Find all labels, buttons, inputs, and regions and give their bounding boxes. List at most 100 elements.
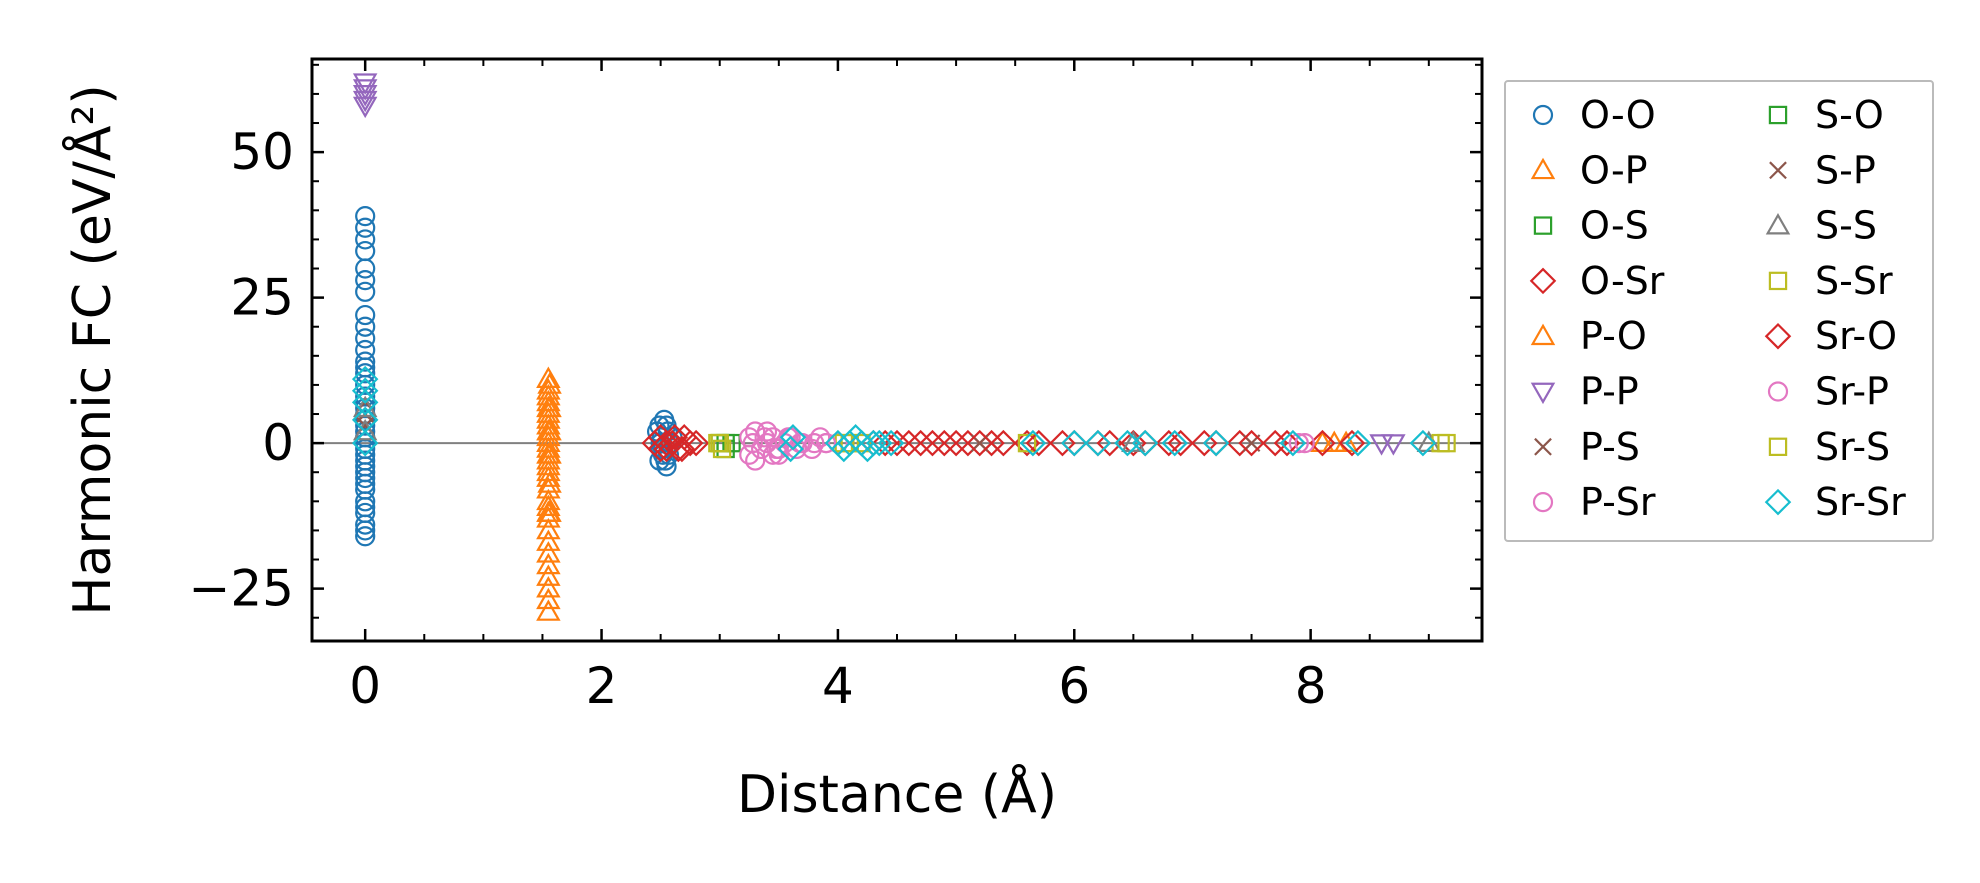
- data-point: [1202, 429, 1230, 457]
- x-tick-label: 0: [349, 657, 381, 715]
- data-point: [536, 552, 561, 575]
- data-point: [1096, 429, 1123, 457]
- data-point: [1167, 429, 1194, 457]
- legend-marker: [1530, 382, 1556, 405]
- legend-label: S-P: [1815, 148, 1876, 192]
- data-point: [919, 429, 946, 457]
- x-tick-label: 8: [1295, 657, 1327, 715]
- legend-label: Sr-S: [1815, 425, 1890, 469]
- data-point: [1114, 429, 1141, 457]
- data-point: [1273, 429, 1301, 457]
- data-point: [1161, 429, 1188, 457]
- legend-label: P-P: [1580, 370, 1639, 414]
- legend-label: O-O: [1580, 93, 1656, 137]
- legend-item-o-p: O-P: [1530, 148, 1648, 192]
- legend-item-p-o: P-O: [1530, 314, 1647, 358]
- data-point: [536, 541, 561, 563]
- data-point: [1191, 429, 1218, 457]
- data-points: [351, 73, 1456, 621]
- data-point: [1309, 429, 1336, 457]
- y-axis-label: Harmonic FC (eV/Å²): [61, 84, 123, 615]
- data-point: [854, 435, 881, 463]
- legend-item-p-s: P-S: [1534, 425, 1640, 469]
- data-point: [1155, 429, 1183, 457]
- x-axis-label: Distance (Å): [737, 763, 1057, 825]
- data-point: [682, 429, 710, 457]
- data-point: [355, 526, 376, 547]
- legend-item-p-sr: P-Sr: [1532, 480, 1656, 524]
- y-tick-labels: −25 0 25 50: [188, 123, 294, 618]
- legend-item-s-s: S-S: [1765, 204, 1877, 248]
- data-point: [355, 206, 376, 227]
- data-point: [871, 429, 899, 457]
- data-point: [352, 79, 378, 101]
- data-point: [1120, 429, 1147, 457]
- data-point: [866, 429, 893, 457]
- data-point: [355, 520, 376, 541]
- data-point: [1437, 433, 1456, 453]
- data-point: [1238, 429, 1265, 457]
- legend-marker: [1529, 267, 1557, 295]
- data-point: [537, 395, 562, 418]
- data-point: [537, 418, 562, 441]
- data-point: [536, 517, 561, 540]
- y-tick-label: 0: [262, 414, 294, 472]
- data-point: [1381, 434, 1406, 456]
- series-p-p: [352, 73, 1406, 456]
- data-point: [536, 587, 561, 610]
- data-point: [739, 444, 760, 465]
- data-point: [1017, 433, 1037, 453]
- data-point: [1261, 429, 1289, 457]
- data-point: [712, 439, 732, 459]
- data-point: [537, 500, 562, 522]
- legend-item-p-p: P-P: [1530, 370, 1639, 414]
- data-point: [852, 433, 871, 453]
- data-point: [836, 429, 863, 457]
- legend-item-o-sr: O-Sr: [1529, 259, 1665, 303]
- data-point: [1338, 429, 1366, 457]
- legend-marker: [1769, 161, 1787, 180]
- data-point: [779, 424, 807, 451]
- series-sr-p: [742, 427, 1315, 460]
- data-point: [661, 424, 689, 451]
- data-point: [742, 433, 763, 454]
- axis-ticks: [312, 59, 1482, 641]
- data-point: [355, 351, 376, 372]
- legend-label: Sr-O: [1815, 314, 1897, 358]
- x-tick-label: 4: [822, 657, 854, 715]
- legend-item-o-o: O-O: [1532, 93, 1656, 137]
- series-o-o: [355, 206, 683, 547]
- x-tick-label: 2: [586, 657, 618, 715]
- data-point: [883, 429, 911, 457]
- data-point: [710, 433, 729, 453]
- data-point: [536, 494, 561, 517]
- series-o-p: [536, 366, 1347, 621]
- legend-label: S-Sr: [1815, 259, 1893, 303]
- legend-item-s-sr: S-Sr: [1768, 259, 1893, 303]
- legend-box: [1504, 80, 1934, 542]
- data-point: [355, 258, 376, 279]
- data-point: [351, 377, 379, 404]
- legend-marker: [1764, 488, 1792, 516]
- data-point: [352, 73, 378, 95]
- data-point: [1409, 429, 1437, 457]
- data-point: [722, 433, 741, 453]
- legend-marker: [1534, 437, 1552, 456]
- legend-label: Sr-Sr: [1815, 480, 1906, 524]
- data-point: [1061, 429, 1088, 457]
- x-tick-label: 6: [1058, 657, 1090, 715]
- data-point: [907, 429, 934, 457]
- data-point: [942, 429, 970, 457]
- legend-marker: [1532, 104, 1554, 126]
- data-point: [668, 435, 696, 463]
- data-point: [1049, 429, 1076, 457]
- legend-marker: [1768, 271, 1788, 291]
- legend-marker: [1532, 492, 1554, 513]
- y-tick-label: −25: [188, 560, 294, 618]
- data-point: [352, 418, 378, 441]
- data-point: [1279, 429, 1307, 457]
- legend-label: P-Sr: [1580, 480, 1656, 524]
- data-point: [647, 435, 674, 463]
- data-point: [536, 576, 561, 598]
- legend-label: Sr-P: [1815, 370, 1889, 414]
